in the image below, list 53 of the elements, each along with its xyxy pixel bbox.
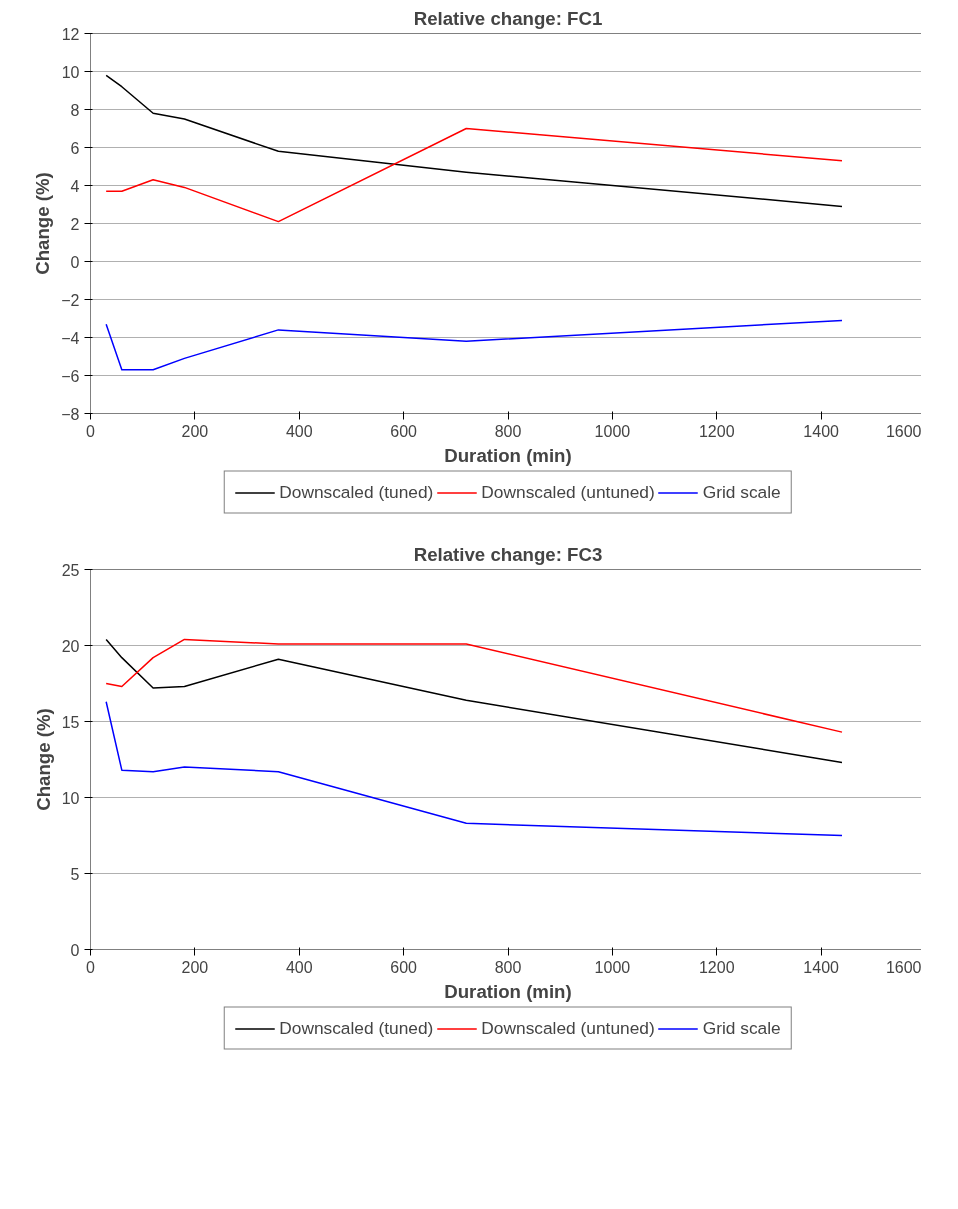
- y-tick-label: 6: [70, 139, 80, 157]
- y-tick-label: 5: [70, 865, 80, 883]
- x-tick-label: 800: [494, 422, 522, 440]
- y-tick-label: −6: [61, 367, 80, 385]
- x-tick-label: 200: [181, 422, 209, 440]
- x-tick-label: 1600: [885, 958, 922, 976]
- x-axis-title: Duration (min): [444, 980, 572, 1002]
- x-tick-label: 1000: [594, 958, 631, 976]
- x-tick-label: 200: [181, 958, 209, 976]
- x-tick-label: 1200: [698, 958, 735, 976]
- legend-label: Downscaled (tuned): [279, 481, 434, 503]
- chart-title: Relative change: FC1: [413, 7, 603, 29]
- x-tick-label: 400: [285, 958, 313, 976]
- chart-title: Relative change: FC3: [413, 543, 603, 565]
- y-tick-label: 0: [70, 941, 80, 959]
- x-tick-label: 1000: [594, 422, 631, 440]
- line-series: [105, 127, 843, 223]
- x-tick-label: 1400: [803, 958, 840, 976]
- line-series: [105, 700, 843, 837]
- y-tick-label: 12: [61, 25, 80, 43]
- x-tick-label: 1200: [698, 422, 735, 440]
- legend-label: Grid scale: [702, 1017, 781, 1039]
- y-tick-label: 25: [61, 561, 80, 579]
- x-tick-label: 0: [86, 958, 96, 976]
- legend-label: Grid scale: [702, 481, 781, 503]
- y-tick-label: −4: [61, 329, 80, 347]
- y-tick-label: 2: [70, 215, 80, 233]
- y-tick-label: 4: [70, 177, 80, 195]
- x-tick-label: 1600: [885, 422, 922, 440]
- x-tick-label: 400: [285, 422, 313, 440]
- y-tick-label: 10: [61, 789, 80, 807]
- y-tick-label: 0: [70, 253, 80, 271]
- y-tick-label: 8: [70, 101, 80, 119]
- x-tick-label: 600: [390, 422, 418, 440]
- x-tick-label: 600: [390, 958, 418, 976]
- y-tick-label: 15: [61, 713, 80, 731]
- y-axis-title: Change (%): [32, 172, 54, 275]
- legend-label: Downscaled (tuned): [279, 1017, 434, 1039]
- line-series: [105, 638, 843, 733]
- y-axis-title: Change (%): [32, 708, 54, 811]
- y-tick-label: −2: [61, 291, 80, 309]
- legend-label: Downscaled (untuned): [481, 1017, 655, 1039]
- y-tick-label: −8: [61, 405, 80, 423]
- line-series: [105, 638, 843, 764]
- x-tick-label: 0: [86, 422, 96, 440]
- legend-label: Downscaled (untuned): [481, 481, 655, 503]
- x-tick-label: 800: [494, 958, 522, 976]
- line-series: [105, 74, 843, 208]
- y-tick-label: 20: [61, 637, 80, 655]
- line-series: [105, 319, 843, 371]
- y-tick-label: 10: [61, 63, 80, 81]
- x-axis-title: Duration (min): [444, 444, 572, 466]
- x-tick-label: 1400: [803, 422, 840, 440]
